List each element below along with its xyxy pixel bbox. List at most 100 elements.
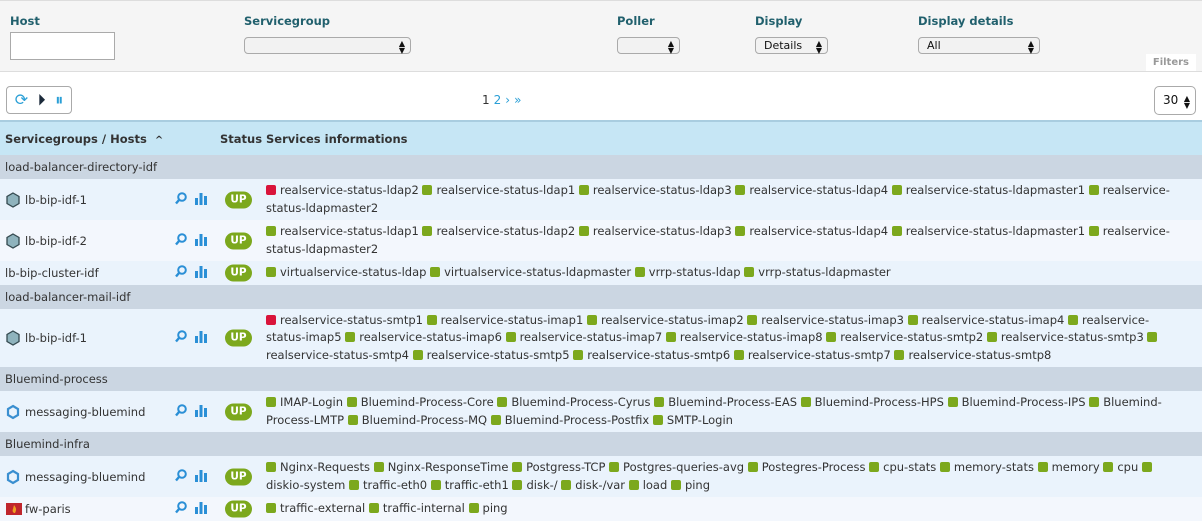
host-name[interactable]: lb-bip-idf-2	[25, 233, 87, 248]
host-name[interactable]: fw-paris	[25, 501, 71, 516]
service-item[interactable]: realservice-status-imap4	[907, 313, 1064, 327]
service-item[interactable]: realservice-status-smtp7	[733, 348, 891, 362]
play-icon[interactable]: ⏵	[37, 90, 46, 109]
service-item[interactable]: realservice-status-ldap1	[266, 224, 419, 238]
service-item[interactable]: realservice-status-smtp6	[573, 348, 730, 362]
service-item[interactable]: realservice-status-ldapmaster2	[266, 224, 1170, 256]
service-item[interactable]: realservice-status-ldap2	[422, 224, 575, 238]
service-item[interactable]: memory-stats	[939, 460, 1034, 474]
refresh-icon[interactable]: ⟳	[14, 90, 29, 109]
service-item[interactable]: realservice-status-ldapmaster1	[891, 224, 1085, 238]
poller-select[interactable]: ▲ ▼	[617, 37, 680, 55]
services-list: traffic-external traffic-internal ping	[266, 500, 1188, 518]
search-icon[interactable]	[175, 191, 187, 208]
display-select[interactable]: Details ▲ ▼	[755, 37, 828, 55]
search-icon[interactable]	[175, 468, 187, 485]
service-item[interactable]: realservice-status-ldapmaster2	[266, 183, 1170, 215]
table-body: load-balancer-directory-idf lb-bip-idf-1 …	[0, 155, 1202, 521]
service-item[interactable]: Bluemind-Process-HPS	[800, 395, 944, 409]
service-item[interactable]: realservice-status-imap8	[665, 330, 823, 344]
service-name: vrrp-status-ldapmaster	[758, 265, 891, 279]
service-status-icon	[1141, 462, 1152, 472]
host-name[interactable]: lb-bip-idf-1	[25, 330, 87, 345]
service-item[interactable]: Nginx-Requests	[266, 460, 370, 474]
pagination: 1 2 ›»	[482, 93, 525, 107]
service-item[interactable]: realservice-status-ldap3	[578, 224, 732, 238]
host-name[interactable]: lb-bip-idf-1	[25, 192, 87, 207]
page-2-link[interactable]: 2	[493, 93, 502, 107]
pause-icon[interactable]: ⏸	[55, 90, 64, 109]
search-icon[interactable]	[175, 500, 187, 517]
service-item[interactable]: cpu-stats	[869, 460, 936, 474]
chart-icon[interactable]	[195, 469, 207, 485]
search-icon[interactable]	[175, 232, 187, 249]
service-item[interactable]: cpu	[1103, 460, 1138, 474]
service-item[interactable]: realservice-status-imap1	[426, 313, 583, 327]
service-item[interactable]: realservice-status-imap3	[747, 313, 904, 327]
service-item[interactable]: realservice-status-imap6	[345, 330, 502, 344]
service-status-icon	[426, 314, 437, 325]
service-item[interactable]: realservice-status-ldap4	[735, 183, 888, 197]
service-item[interactable]: realservice-status-smtp2	[826, 330, 983, 344]
service-item[interactable]: realservice-status-smtp5	[412, 348, 570, 362]
service-item[interactable]: realservice-status-ldap4	[735, 224, 888, 238]
host-name[interactable]: lb-bip-cluster-idf	[5, 265, 99, 280]
service-item[interactable]: realservice-status-imap7	[505, 330, 662, 344]
display-details-select[interactable]: All ▲ ▼	[918, 37, 1040, 55]
service-item[interactable]: realservice-status-smtp1	[266, 313, 423, 327]
service-item[interactable]: realservice-status-ldap2	[266, 183, 419, 197]
search-icon[interactable]	[175, 403, 187, 420]
per-page-select[interactable]: 30 ▲ ▼	[1154, 86, 1196, 115]
service-item[interactable]: vrrp-status-ldapmaster	[744, 265, 891, 279]
service-item[interactable]: Postegres-Process	[747, 460, 865, 474]
service-item[interactable]: virtualservice-status-ldap	[266, 265, 426, 279]
service-item[interactable]: Bluemind-Process-MQ	[347, 413, 487, 427]
service-item[interactable]: realservice-status-smtp4	[266, 330, 1161, 362]
chart-icon[interactable]	[195, 501, 207, 517]
sort-icon[interactable]: ^	[154, 135, 164, 146]
service-status-icon	[826, 332, 837, 342]
service-item[interactable]: Bluemind-Process-Postfix	[490, 413, 649, 427]
service-item[interactable]: vrrp-status-ldap	[634, 265, 741, 279]
service-item[interactable]: realservice-status-imap2	[586, 313, 744, 327]
service-item[interactable]: Postgress-TCP	[512, 460, 605, 474]
service-item[interactable]: Bluemind-Process-LMTP	[266, 395, 1162, 427]
chart-icon[interactable]	[195, 330, 207, 346]
chart-icon[interactable]	[195, 192, 207, 208]
service-item[interactable]: realservice-status-imap5	[266, 313, 1149, 345]
service-item[interactable]: Bluemind-Process-Core	[346, 395, 494, 409]
service-item[interactable]: realservice-status-ldapmaster1	[891, 183, 1085, 197]
host-input[interactable]	[10, 32, 115, 60]
service-item[interactable]: SMTP-Login	[652, 413, 733, 427]
col-name-header[interactable]: Servicegroups / Hosts ^	[5, 132, 163, 146]
service-item[interactable]: Bluemind-Process-Cyrus	[497, 395, 651, 409]
service-item[interactable]: Bluemind-Process-EAS	[654, 395, 797, 409]
next-page-icon[interactable]: ›	[505, 93, 511, 107]
service-item[interactable]: Postgres-queries-avg	[609, 460, 744, 474]
service-item[interactable]: Nginx-ResponseTime	[373, 460, 508, 474]
service-item[interactable]: memory	[1037, 460, 1100, 474]
host-name[interactable]: messaging-bluemind	[25, 404, 146, 419]
service-item[interactable]: ping	[468, 501, 508, 515]
service-item[interactable]: realservice-status-smtp8	[894, 348, 1051, 362]
service-item[interactable]: realservice-status-ldap3	[578, 183, 732, 197]
search-icon[interactable]	[175, 329, 187, 346]
servicegroup-select[interactable]: ▲ ▼	[244, 37, 411, 55]
chart-icon[interactable]	[195, 233, 207, 249]
service-item[interactable]: IMAP-Login	[266, 395, 343, 409]
service-item[interactable]: traffic-internal	[368, 501, 465, 515]
service-item[interactable]: realservice-status-ldap1	[422, 183, 575, 197]
host-name[interactable]: messaging-bluemind	[25, 469, 146, 484]
service-name: realservice-status-smtp6	[587, 347, 731, 362]
chart-icon[interactable]	[195, 404, 207, 420]
service-status-icon	[939, 462, 950, 472]
service-item[interactable]: virtualservice-status-ldapmaster	[430, 265, 631, 279]
search-icon[interactable]	[175, 264, 187, 281]
last-page-icon[interactable]: »	[514, 93, 522, 107]
chart-icon[interactable]	[195, 265, 207, 281]
service-item[interactable]: realservice-status-smtp3	[986, 330, 1144, 344]
service-name: Nginx-Requests	[280, 460, 371, 474]
filters-tab[interactable]: Filters	[1145, 54, 1196, 71]
service-item[interactable]: traffic-external	[266, 501, 365, 515]
service-item[interactable]: Bluemind-Process-IPS	[947, 395, 1086, 409]
